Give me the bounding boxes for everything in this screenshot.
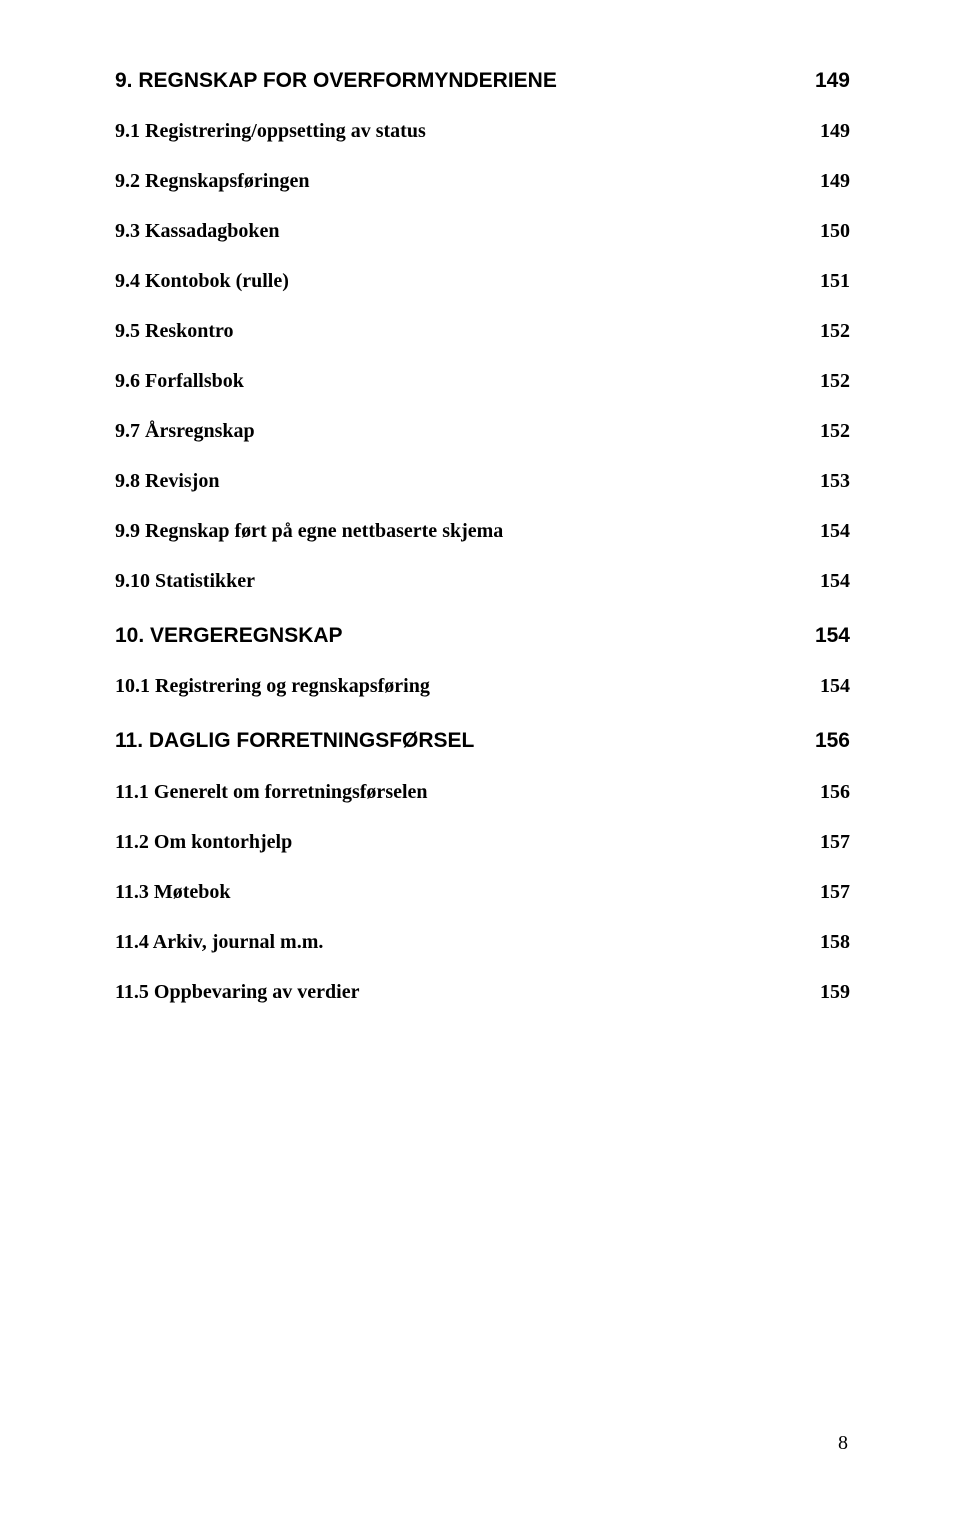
toc-entry: 9.6 Forfallsbok 152 — [115, 369, 850, 393]
toc-entry: 11.3 Møtebok 157 — [115, 880, 850, 904]
toc-entry-label: 9.1 Registrering/oppsetting av status — [115, 119, 820, 143]
toc-entry-page: 151 — [820, 269, 850, 293]
toc-section-9-page: 149 — [815, 68, 850, 93]
toc-entry-label: 9.4 Kontobok (rulle) — [115, 269, 820, 293]
toc-entry-page: 149 — [820, 169, 850, 193]
toc-entry-label: 11.5 Oppbevaring av verdier — [115, 980, 820, 1004]
toc-entry-page: 149 — [820, 119, 850, 143]
toc-entry-label: 11.3 Møtebok — [115, 880, 820, 904]
toc-section-10-page: 154 — [815, 623, 850, 648]
toc-entry: 9.2 Regnskapsføringen 149 — [115, 169, 850, 193]
toc-entry: 9.9 Regnskap ført på egne nettbaserte sk… — [115, 519, 850, 543]
toc-entry-label: 9.5 Reskontro — [115, 319, 820, 343]
toc-entry-label: 9.7 Årsregnskap — [115, 419, 820, 443]
toc-entry: 9.5 Reskontro 152 — [115, 319, 850, 343]
toc-entry: 9.8 Revisjon 153 — [115, 469, 850, 493]
toc-entry: 9.1 Registrering/oppsetting av status 14… — [115, 119, 850, 143]
toc-entry-label: 9.6 Forfallsbok — [115, 369, 820, 393]
toc-entry-page: 152 — [820, 369, 850, 393]
toc-entry-page: 152 — [820, 419, 850, 443]
toc-entry-page: 159 — [820, 980, 850, 1004]
toc-entry: 11.5 Oppbevaring av verdier 159 — [115, 980, 850, 1004]
toc-section-11-title: 11. DAGLIG FORRETNINGSFØRSEL — [115, 728, 815, 753]
toc-entry-page: 154 — [820, 674, 850, 698]
toc-entry-page: 152 — [820, 319, 850, 343]
toc-entry-label: 9.3 Kassadagboken — [115, 219, 820, 243]
toc-section-9-title: 9. REGNSKAP FOR OVERFORMYNDERIENE — [115, 68, 815, 93]
toc-entry-label: 11.4 Arkiv, journal m.m. — [115, 930, 820, 954]
toc-entry: 11.4 Arkiv, journal m.m. 158 — [115, 930, 850, 954]
toc-entry-label: 9.10 Statistikker — [115, 569, 820, 593]
toc-entry-label: 11.1 Generelt om forretningsførselen — [115, 780, 820, 804]
toc-section-11: 11. DAGLIG FORRETNINGSFØRSEL 156 — [115, 728, 850, 753]
toc-section-10-title: 10. VERGEREGNSKAP — [115, 623, 815, 648]
toc-entry-label: 11.2 Om kontorhjelp — [115, 830, 820, 854]
toc-entry-page: 150 — [820, 219, 850, 243]
toc-entry-page: 156 — [820, 780, 850, 804]
toc-entry-page: 153 — [820, 469, 850, 493]
toc-entry: 9.10 Statistikker 154 — [115, 569, 850, 593]
toc-entry: 9.4 Kontobok (rulle) 151 — [115, 269, 850, 293]
toc-entry: 11.2 Om kontorhjelp 157 — [115, 830, 850, 854]
toc-entry-page: 157 — [820, 830, 850, 854]
toc-entry-page: 157 — [820, 880, 850, 904]
toc-entry-page: 154 — [820, 569, 850, 593]
toc-entry: 9.3 Kassadagboken 150 — [115, 219, 850, 243]
toc-section-11-page: 156 — [815, 728, 850, 753]
toc-entry: 11.1 Generelt om forretningsførselen 156 — [115, 780, 850, 804]
toc-section-9: 9. REGNSKAP FOR OVERFORMYNDERIENE 149 — [115, 68, 850, 93]
toc-entry-label: 9.2 Regnskapsføringen — [115, 169, 820, 193]
toc-entry-label: 10.1 Registrering og regnskapsføring — [115, 674, 820, 698]
toc-entry-page: 154 — [820, 519, 850, 543]
toc-entry-page: 158 — [820, 930, 850, 954]
toc-entry: 10.1 Registrering og regnskapsføring 154 — [115, 674, 850, 698]
toc-entry-label: 9.9 Regnskap ført på egne nettbaserte sk… — [115, 519, 820, 543]
toc-section-10: 10. VERGEREGNSKAP 154 — [115, 623, 850, 648]
page-number: 8 — [838, 1432, 848, 1455]
toc-entry-label: 9.8 Revisjon — [115, 469, 820, 493]
toc-entry: 9.7 Årsregnskap 152 — [115, 419, 850, 443]
